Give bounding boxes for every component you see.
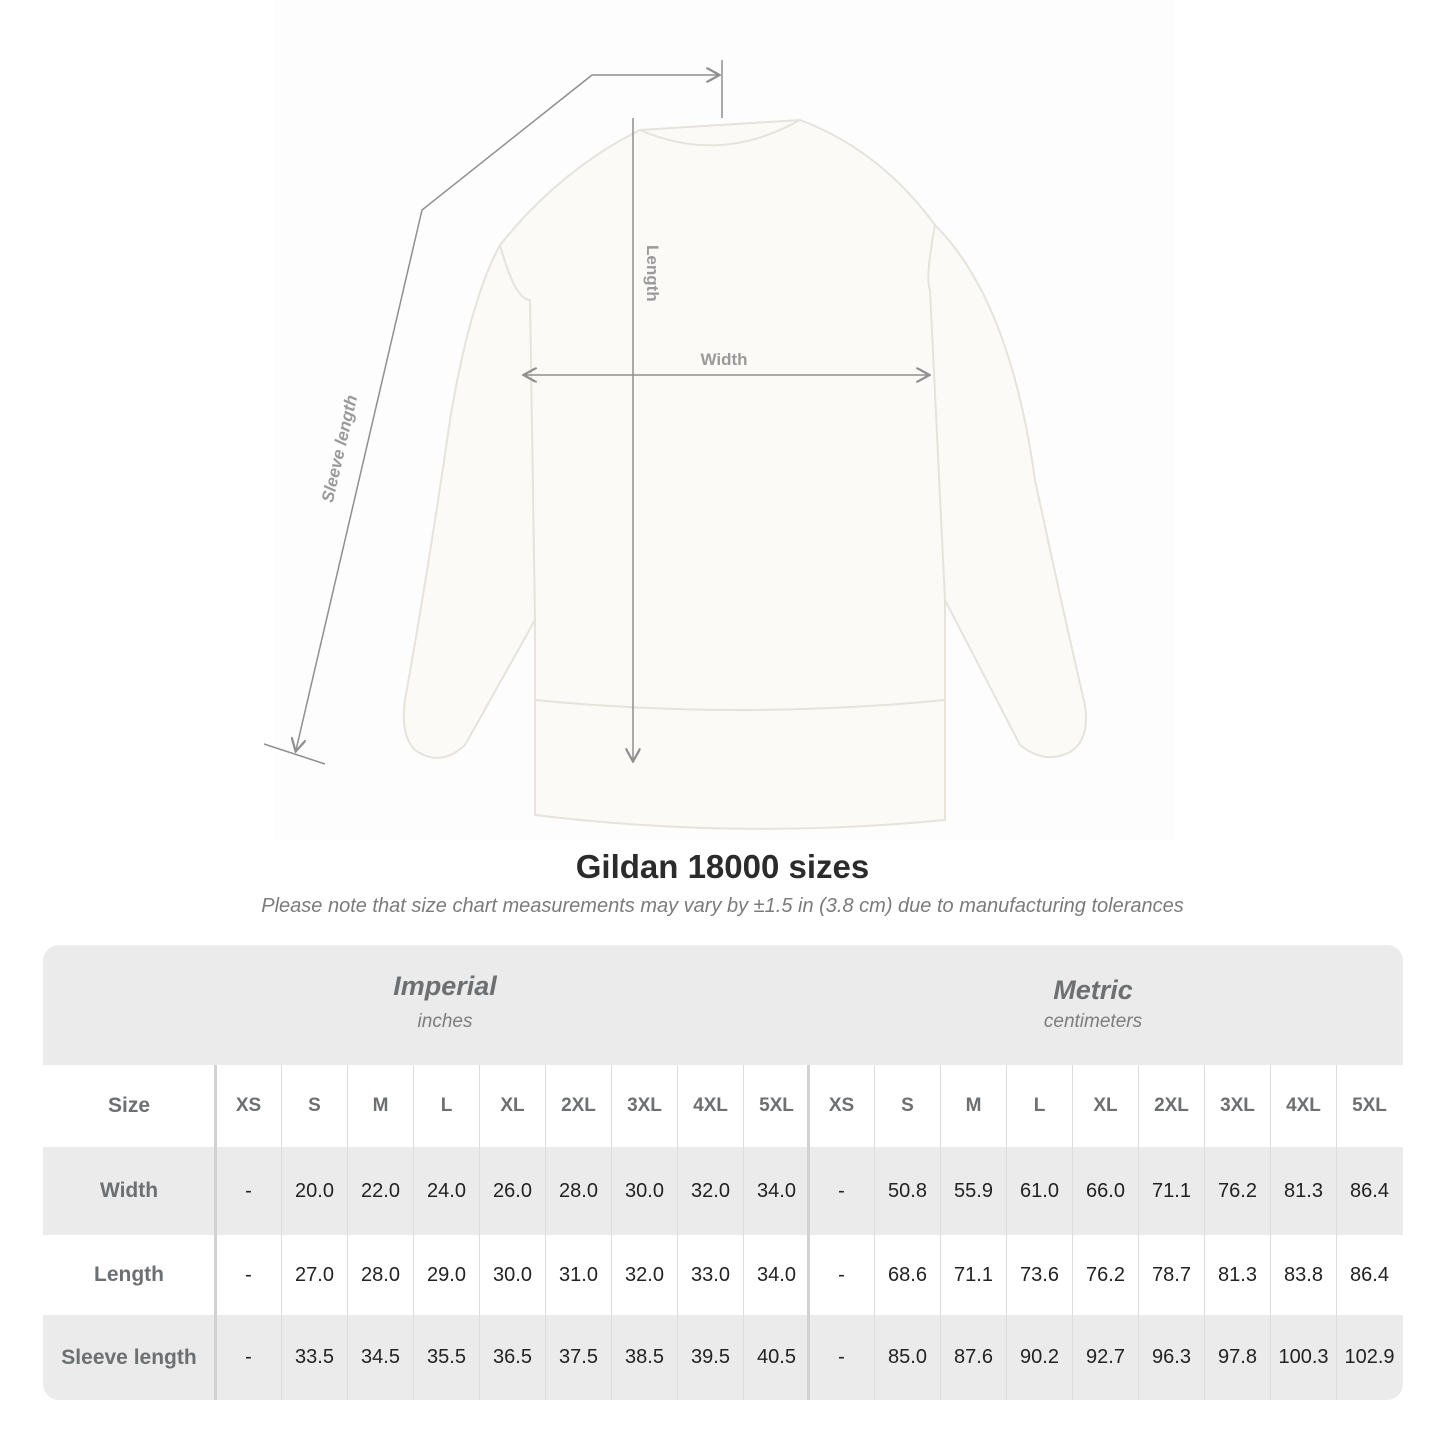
metric-unit: centimeters	[1043, 1011, 1143, 1032]
metric-size-header: S	[874, 1065, 940, 1147]
imperial-cell: 24.0	[413, 1147, 479, 1235]
imperial-unit: inches	[417, 1011, 473, 1032]
imperial-size-header: M	[347, 1065, 413, 1147]
metric-cell: 66.0	[1072, 1147, 1138, 1235]
imperial-size-header: XL	[479, 1065, 545, 1147]
imperial-cell: 28.0	[545, 1147, 611, 1235]
column-divider	[214, 1065, 217, 1400]
metric-cell: 73.6	[1006, 1235, 1072, 1315]
metric-size-header: M	[940, 1065, 1006, 1147]
metric-cell: 83.8	[1270, 1235, 1336, 1315]
metric-size-header: 4XL	[1270, 1065, 1336, 1147]
metric-cell: 71.1	[1138, 1147, 1204, 1235]
metric-cell: 81.3	[1204, 1235, 1270, 1315]
table-row: Length -27.0 28.0 29.0 30.0 31.0 32.0 33.0 34.0-…	[43, 1235, 1403, 1315]
sweatshirt-diagram: Length Width Sleeve length	[263, 60, 1087, 830]
tolerance-note: Please note that size chart measurements…	[261, 895, 1184, 917]
metric-cell: 86.4	[1336, 1147, 1402, 1235]
imperial-title: Imperial	[393, 971, 497, 1001]
metric-size-header: 5XL	[1336, 1065, 1402, 1147]
imperial-cell: -	[215, 1235, 281, 1315]
imperial-cell: 20.0	[281, 1147, 347, 1235]
imperial-size-header: L	[413, 1065, 479, 1147]
table-row: Sleeve length -33.5 34.5 35.5 36.5 37.5 38.5 39…	[43, 1315, 1403, 1400]
page-title: Gildan 18000 sizes	[575, 848, 870, 885]
measurement-lines	[263, 60, 928, 765]
imperial-cell: 30.0	[611, 1147, 677, 1235]
metric-cell: -	[808, 1315, 874, 1400]
imperial-cell: 36.5	[479, 1315, 545, 1400]
imperial-size-header: 3XL	[611, 1065, 677, 1147]
metric-cell: 85.0	[874, 1315, 940, 1400]
imperial-cell: 32.0	[677, 1147, 743, 1235]
metric-cell: 96.3	[1138, 1315, 1204, 1400]
metric-cell: 76.2	[1072, 1235, 1138, 1315]
imperial-size-header: S	[281, 1065, 347, 1147]
imperial-cell: 38.5	[611, 1315, 677, 1400]
metric-size-header: L	[1006, 1065, 1072, 1147]
metric-cell: 102.9	[1336, 1315, 1402, 1400]
size-table: Imperial inches Metric centimeters Size X…	[43, 945, 1403, 1400]
imperial-size-header: 5XL	[743, 1065, 809, 1147]
metric-cell: 92.7	[1072, 1315, 1138, 1400]
imperial-cell: 34.0	[743, 1147, 809, 1235]
imperial-cell: 37.5	[545, 1315, 611, 1400]
metric-cell: 55.9	[940, 1147, 1006, 1235]
metric-cell: -	[808, 1235, 874, 1315]
size-header-label: Size	[107, 1094, 151, 1117]
imperial-cell: 32.0	[611, 1235, 677, 1315]
imperial-cell: -	[215, 1147, 281, 1235]
metric-size-header: 3XL	[1204, 1065, 1270, 1147]
imperial-cell: 30.0	[479, 1235, 545, 1315]
metric-title: Metric	[1053, 975, 1133, 1005]
metric-cell: 68.6	[874, 1235, 940, 1315]
imperial-cell: 26.0	[479, 1147, 545, 1235]
metric-cell: 71.1	[940, 1235, 1006, 1315]
metric-cell: 87.6	[940, 1315, 1006, 1400]
imperial-size-header: 2XL	[545, 1065, 611, 1147]
unit-header-band	[43, 945, 1403, 1065]
imperial-cell: 22.0	[347, 1147, 413, 1235]
metric-cell: 61.0	[1006, 1147, 1072, 1235]
imperial-size-header: XS	[215, 1065, 281, 1147]
metric-cell: 100.3	[1270, 1315, 1336, 1400]
row-label: Length	[94, 1263, 164, 1286]
row-label: Sleeve length	[61, 1345, 197, 1369]
metric-cell: 78.7	[1138, 1235, 1204, 1315]
metric-cell: -	[808, 1147, 874, 1235]
imperial-cell: 40.5	[743, 1315, 809, 1400]
imperial-cell: 34.0	[743, 1235, 809, 1315]
imperial-cell: 27.0	[281, 1235, 347, 1315]
metric-cell: 76.2	[1204, 1147, 1270, 1235]
imperial-cell: 29.0	[413, 1235, 479, 1315]
metric-cell: 50.8	[874, 1147, 940, 1235]
metric-cell: 81.3	[1270, 1147, 1336, 1235]
row-label: Width	[99, 1179, 159, 1202]
metric-cell: 90.2	[1006, 1315, 1072, 1400]
imperial-cell: 33.0	[677, 1235, 743, 1315]
metric-size-header: XS	[808, 1065, 874, 1147]
sweatshirt-image	[402, 118, 1087, 830]
imperial-cell: 33.5	[281, 1315, 347, 1400]
metric-size-header: 2XL	[1138, 1065, 1204, 1147]
metric-size-header: XL	[1072, 1065, 1138, 1147]
imperial-cell: -	[215, 1315, 281, 1400]
width-label: Width	[700, 350, 747, 369]
imperial-cell: 35.5	[413, 1315, 479, 1400]
imperial-cell: 39.5	[677, 1315, 743, 1400]
imperial-cell: 31.0	[545, 1235, 611, 1315]
metric-cell: 86.4	[1336, 1235, 1402, 1315]
size-header-row: Size XS XS S S M M L L XL XL 2XL 2XL 3XL 3XL 4XL 4XL 5XL 5…	[43, 1065, 1403, 1147]
imperial-size-header: 4XL	[677, 1065, 743, 1147]
table-row: Width -20.0 22.0 24.0 26.0 28.0 30.0 32.0 34.0-5…	[43, 1147, 1403, 1235]
imperial-cell: 28.0	[347, 1235, 413, 1315]
imperial-cell: 34.5	[347, 1315, 413, 1400]
column-divider	[807, 1065, 810, 1400]
length-label: Length	[643, 245, 662, 302]
metric-cell: 97.8	[1204, 1315, 1270, 1400]
